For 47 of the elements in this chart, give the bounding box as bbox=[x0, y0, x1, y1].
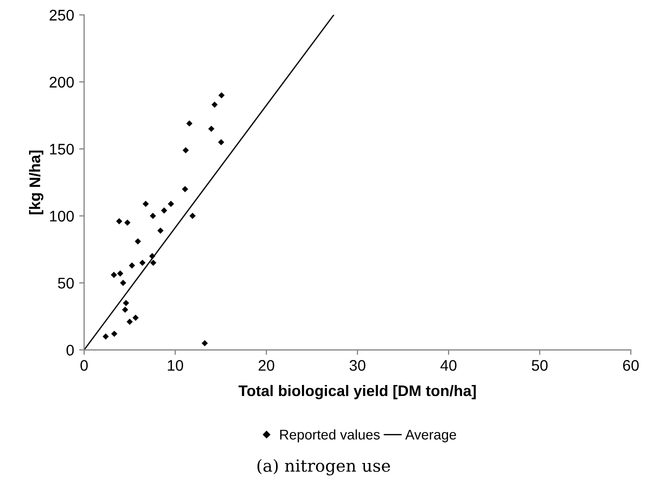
x-tick-label: 0 bbox=[80, 360, 88, 371]
point bbox=[189, 212, 196, 220]
point bbox=[132, 314, 139, 321]
legend-label: Average bbox=[405, 430, 456, 442]
point bbox=[126, 318, 133, 325]
point bbox=[111, 330, 118, 337]
point bbox=[157, 228, 164, 234]
point bbox=[128, 262, 136, 269]
x-tick-label: 40 bbox=[440, 360, 456, 371]
point bbox=[122, 300, 130, 306]
y-tick-label: 250 bbox=[50, 10, 74, 21]
point bbox=[122, 306, 128, 313]
point bbox=[139, 260, 146, 266]
point bbox=[110, 272, 118, 278]
point bbox=[150, 260, 156, 266]
point bbox=[208, 126, 214, 132]
y-tick-label: 150 bbox=[50, 144, 74, 155]
y-tick-label: 200 bbox=[50, 76, 74, 88]
point bbox=[116, 218, 122, 224]
point bbox=[202, 340, 208, 346]
point bbox=[134, 238, 141, 244]
point bbox=[161, 207, 168, 214]
point bbox=[211, 102, 218, 108]
point bbox=[182, 186, 188, 192]
point bbox=[124, 219, 130, 226]
y-tick-label: 50 bbox=[58, 278, 74, 289]
text: (a) nitrogen use bbox=[257, 458, 390, 476]
x-tick-label: 60 bbox=[623, 360, 639, 371]
y-axis-title: [kg N/ha] bbox=[29, 150, 44, 214]
point bbox=[150, 212, 156, 220]
x-tick-label: 50 bbox=[532, 360, 548, 371]
point bbox=[182, 147, 189, 154]
y-tick-label: 100 bbox=[50, 210, 74, 222]
point bbox=[168, 200, 174, 207]
x-tick-label: 30 bbox=[350, 360, 366, 371]
point bbox=[117, 270, 124, 277]
point bbox=[142, 200, 149, 207]
point bbox=[120, 280, 126, 286]
point bbox=[218, 139, 224, 146]
x-tick-label: 10 bbox=[168, 360, 184, 371]
legend-label: Reported values bbox=[280, 429, 380, 442]
point bbox=[102, 333, 109, 340]
x-axis-title: Total biological yield [DM ton/ha] bbox=[238, 384, 476, 400]
point bbox=[218, 92, 225, 98]
x-tick-label: 20 bbox=[258, 360, 274, 371]
y-tick-label: 0 bbox=[66, 344, 74, 356]
point bbox=[186, 120, 192, 127]
